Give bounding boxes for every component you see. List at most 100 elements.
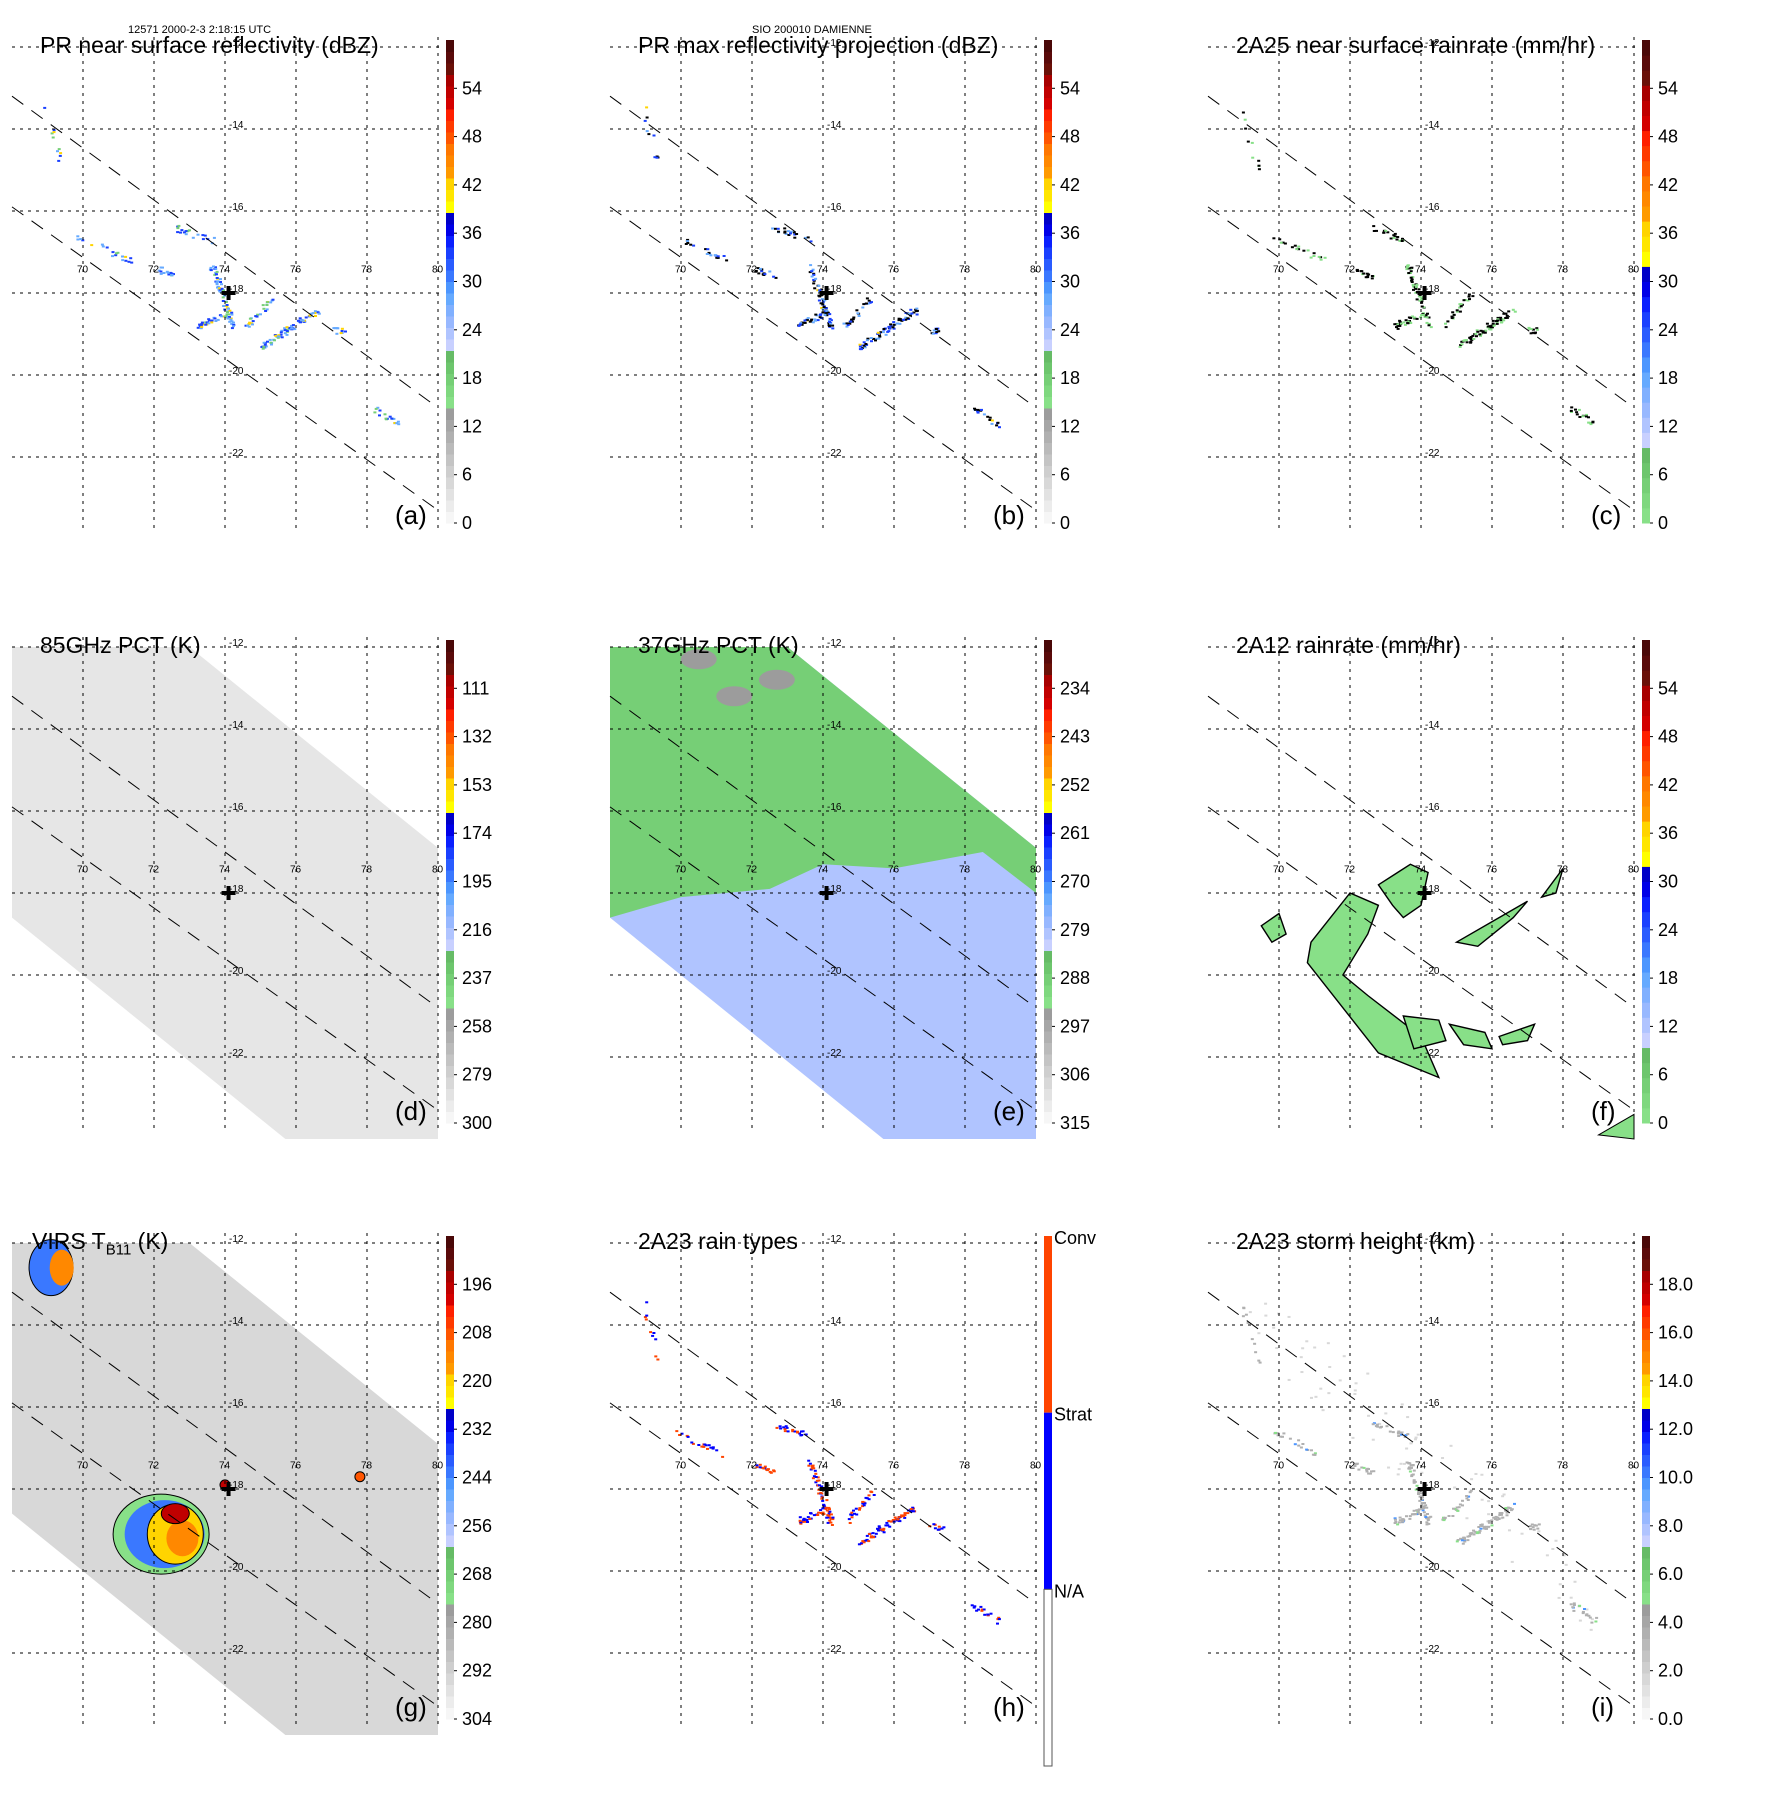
- colorbar-segment: [1642, 1017, 1650, 1033]
- rain-pixel: [863, 1539, 867, 1542]
- swath-edge-line: [1207, 695, 1635, 1009]
- colorbar-segment: [1044, 939, 1052, 951]
- colorbar-tick-label: 54: [1658, 78, 1678, 98]
- colorbar-segment: [1642, 1420, 1650, 1432]
- rain-pixel: [1572, 1609, 1576, 1612]
- rain-pixel: [900, 319, 904, 322]
- rain-pixel: [1241, 111, 1245, 114]
- colorbar-segment: [1642, 507, 1650, 524]
- rain-pixel: [1458, 345, 1462, 348]
- rain-pixel: [1471, 295, 1475, 298]
- rain-pixel: [1427, 1522, 1431, 1525]
- rain-pixel: [1492, 1516, 1496, 1519]
- rain-pixel: [247, 325, 251, 328]
- rain-pixel: [1581, 415, 1585, 418]
- rain-pixel: [248, 317, 252, 320]
- rain-pixel: [893, 1516, 897, 1519]
- lon-tick-label: 70: [77, 265, 89, 276]
- rain-areas: [1260, 863, 1635, 1140]
- colorbar-tick-label: 54: [462, 78, 482, 98]
- rain-pixel: [1302, 249, 1306, 252]
- rain-pixel: [824, 1507, 828, 1510]
- lon-tick-label: 74: [817, 1461, 829, 1472]
- lat-tick-label: -18: [1425, 1480, 1440, 1491]
- colorbar-tick-label: 36: [462, 223, 482, 243]
- swath-edge-line: [11, 1402, 439, 1707]
- rain-pixel: [1243, 118, 1247, 121]
- rain-pixel: [909, 1508, 913, 1511]
- swath-edge-line: [609, 206, 1037, 511]
- rain-pixel: [1588, 1616, 1592, 1619]
- colorbar-segment: [1642, 1397, 1650, 1409]
- rain-pixel: [1278, 238, 1282, 241]
- rain-pixel: [862, 341, 866, 344]
- rain-pixel: [881, 331, 885, 334]
- rain-pixel: [1397, 1435, 1401, 1437]
- rain-pixel: [828, 321, 832, 323]
- colorbar-segment: [1642, 1569, 1650, 1582]
- colorbar-segment: [446, 1316, 454, 1329]
- colorbar-segment: [446, 201, 454, 213]
- gray-pixel: [1465, 1517, 1469, 1520]
- rain-pixel: [262, 341, 266, 344]
- gray-pixel: [1305, 1340, 1309, 1343]
- rain-pixel: [817, 299, 821, 302]
- rain-pixel: [686, 1435, 690, 1438]
- cloud-colder: [166, 1520, 199, 1557]
- rain-pixel: [212, 265, 215, 268]
- rain-pixel: [1595, 1616, 1599, 1619]
- rain-pixel: [1498, 1514, 1502, 1516]
- colorbar-segment: [1044, 63, 1052, 75]
- rain-pixel: [935, 331, 939, 333]
- colorbar-segment: [1642, 1477, 1650, 1490]
- colorbar-segment: [1044, 362, 1052, 374]
- gray-pixel: [1406, 1416, 1410, 1419]
- gray-pixel: [1578, 1619, 1582, 1622]
- colorbar-segment: [1642, 206, 1650, 222]
- colorbar-segment: [1044, 996, 1052, 1009]
- rain-pixel: [824, 307, 828, 310]
- colorbar-segment: [1642, 1362, 1650, 1375]
- colorbar-tick-label: 258: [462, 1016, 492, 1036]
- colorbar-segment: [446, 1385, 454, 1398]
- rain-pixel: [246, 324, 250, 327]
- rain-pixel: [702, 1445, 706, 1448]
- colorbar-tick-label: 153: [462, 775, 492, 795]
- colorbar-segment: [1044, 973, 1052, 986]
- map-b: 70 72 74 76 78 80-12-14-16-18-20-225448423630…: [609, 37, 1080, 533]
- rain-pixel: [931, 332, 935, 335]
- colorbar-segment: [446, 1408, 454, 1421]
- rain-pixel: [821, 1511, 825, 1514]
- lon-tick-label: 78: [1557, 1461, 1569, 1472]
- rain-pixel: [1426, 1513, 1429, 1515]
- colorbar-segment: [1044, 962, 1052, 974]
- rain-pixel: [689, 243, 693, 246]
- rain-pixel: [1353, 1465, 1357, 1467]
- rain-pixel: [1479, 329, 1483, 332]
- rain-pixel: [313, 310, 317, 313]
- rain-pixel: [783, 227, 787, 230]
- rain-pixel: [1420, 300, 1424, 302]
- rain-pixel: [262, 345, 266, 348]
- orbit-time-header: 12571 2000-2-3 2:18:15 UTC: [128, 24, 272, 36]
- rain-pixel: [1272, 237, 1276, 240]
- rain-pixel: [811, 268, 815, 271]
- rain-pixel: [1424, 1516, 1428, 1518]
- rain-pixel: [1461, 1542, 1465, 1545]
- rain-pixel: [166, 271, 170, 274]
- colorbar-tick-label: 268: [462, 1564, 492, 1584]
- rain-pixels: [643, 1301, 1001, 1625]
- gray-pixel: [1564, 1563, 1568, 1566]
- rain-pixel: [1415, 290, 1419, 293]
- rain-pixel: [807, 1464, 811, 1467]
- gray-pixels: [1248, 1302, 1594, 1631]
- rain-pixel: [786, 1430, 790, 1433]
- rain-pixel: [805, 318, 809, 321]
- rain-pixel: [1375, 1423, 1379, 1426]
- rain-pixel: [1393, 232, 1397, 235]
- rain-pixel: [1469, 338, 1473, 341]
- colorbar-segment: [1642, 175, 1650, 192]
- rain-pixel: [393, 422, 397, 424]
- swath-edge-line: [1207, 206, 1635, 511]
